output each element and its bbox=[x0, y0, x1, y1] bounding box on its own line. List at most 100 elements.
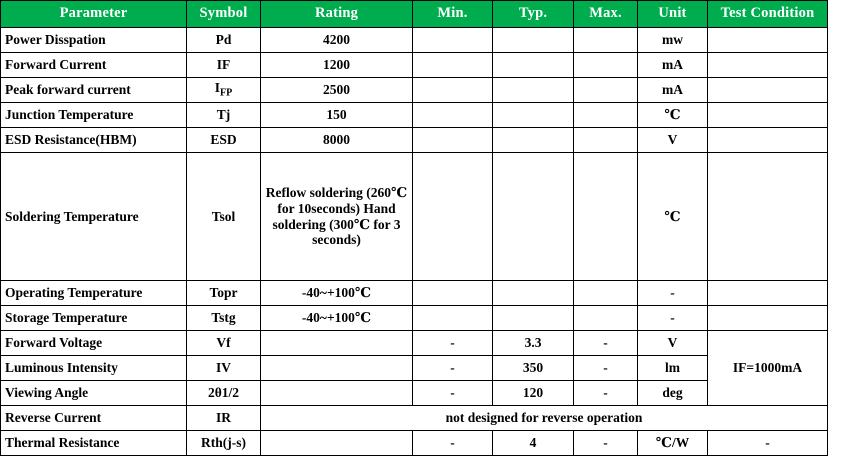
cell-rating bbox=[260, 380, 413, 406]
cell-symbol: Vf bbox=[186, 330, 261, 356]
table-row: Forward Voltage Vf - 3.3 - V IF=1000mA bbox=[0, 330, 828, 406]
cell-max bbox=[573, 152, 638, 281]
cell-test-condition-merged: IF=1000mA bbox=[707, 330, 828, 406]
cell-rating bbox=[260, 330, 413, 356]
symbol-base: I bbox=[214, 80, 221, 96]
cell-rating bbox=[260, 355, 413, 381]
cell-unit: - bbox=[637, 305, 708, 331]
cell-test-condition: - bbox=[707, 430, 828, 456]
cell-symbol: Tstg bbox=[186, 305, 261, 331]
cell-symbol: IF bbox=[186, 52, 261, 78]
cell-symbol: Rth(j-s) bbox=[186, 430, 261, 456]
column-header-parameter: Parameter bbox=[0, 0, 187, 28]
cell-max bbox=[573, 27, 638, 53]
cell-symbol: IV bbox=[186, 355, 261, 381]
cell-rating: Reflow soldering (260℃ for 10seconds) Ha… bbox=[260, 152, 413, 281]
cell-max: - bbox=[573, 355, 638, 381]
cell-min bbox=[412, 102, 493, 128]
cell-test-condition bbox=[707, 27, 828, 53]
cell-parameter: Forward Voltage bbox=[0, 330, 187, 356]
cell-typ bbox=[492, 27, 574, 53]
cell-typ: 3.3 bbox=[492, 330, 574, 356]
table-row: Thermal Resistance Rth(j-s) - 4 - ℃/W - bbox=[0, 430, 828, 456]
cell-symbol: ESD bbox=[186, 127, 261, 153]
cell-max: - bbox=[573, 380, 638, 406]
cell-typ bbox=[492, 52, 574, 78]
cell-min: - bbox=[412, 330, 493, 356]
cell-typ bbox=[492, 127, 574, 153]
cell-unit: mw bbox=[637, 27, 708, 53]
cell-min: - bbox=[412, 430, 493, 456]
cell-symbol: Pd bbox=[186, 27, 261, 53]
cell-min bbox=[412, 305, 493, 331]
cell-min bbox=[412, 77, 493, 103]
cell-typ bbox=[492, 102, 574, 128]
column-header-test-condition: Test Condition bbox=[707, 0, 828, 28]
table-row: Viewing Angle 2θ1/2 - 120 - deg bbox=[0, 380, 828, 406]
cell-min bbox=[412, 152, 493, 281]
cell-merged-note: not designed for reverse operation bbox=[260, 405, 828, 431]
cell-typ: 120 bbox=[492, 380, 574, 406]
specification-table: Parameter Symbol Rating Min. Typ. Max. U… bbox=[0, 0, 828, 456]
table-row: Operating Temperature Topr -40~+100℃ - bbox=[0, 280, 828, 306]
cell-parameter: Soldering Temperature bbox=[0, 152, 187, 281]
cell-parameter: Viewing Angle bbox=[0, 380, 187, 406]
cell-test-condition bbox=[707, 152, 828, 281]
cell-parameter: Forward Current bbox=[0, 52, 187, 78]
cell-max bbox=[573, 280, 638, 306]
table-row: Storage Temperature Tstg -40~+100℃ - bbox=[0, 305, 828, 331]
cell-unit: mA bbox=[637, 77, 708, 103]
table-row: Soldering Temperature Tsol Reflow solder… bbox=[0, 152, 828, 281]
cell-symbol: IFP bbox=[186, 77, 261, 103]
table-row: Peak forward current IFP 2500 mA bbox=[0, 77, 828, 103]
cell-rating: 150 bbox=[260, 102, 413, 128]
cell-test-condition bbox=[707, 102, 828, 128]
cell-max bbox=[573, 77, 638, 103]
cell-typ bbox=[492, 77, 574, 103]
cell-parameter: Thermal Resistance bbox=[0, 430, 187, 456]
cell-unit: deg bbox=[637, 380, 708, 406]
cell-typ bbox=[492, 280, 574, 306]
cell-parameter: Peak forward current bbox=[0, 77, 187, 103]
table-row: Forward Current IF 1200 mA bbox=[0, 52, 828, 78]
cell-min bbox=[412, 280, 493, 306]
cell-typ bbox=[492, 305, 574, 331]
table-body: Power Disspation Pd 4200 mw Forward Curr… bbox=[0, 27, 828, 456]
header-row: Parameter Symbol Rating Min. Typ. Max. U… bbox=[0, 0, 828, 28]
table-row: Reverse Current IR not designed for reve… bbox=[0, 405, 828, 431]
cell-unit: V bbox=[637, 330, 708, 356]
column-header-unit: Unit bbox=[637, 0, 708, 28]
table-row: Junction Temperature Tj 150 ℃ bbox=[0, 102, 828, 128]
cell-symbol: 2θ1/2 bbox=[186, 380, 261, 406]
cell-rating bbox=[260, 430, 413, 456]
cell-unit: ℃/W bbox=[637, 430, 708, 456]
cell-min: - bbox=[412, 355, 493, 381]
cell-rating: -40~+100℃ bbox=[260, 305, 413, 331]
cell-parameter: ESD Resistance(HBM) bbox=[0, 127, 187, 153]
column-header-typ: Typ. bbox=[492, 0, 574, 28]
cell-min: - bbox=[412, 380, 493, 406]
cell-test-condition bbox=[707, 305, 828, 331]
column-header-min: Min. bbox=[412, 0, 493, 28]
table-row: ESD Resistance(HBM) ESD 8000 V bbox=[0, 127, 828, 153]
table-row: Luminous Intensity IV - 350 - lm bbox=[0, 355, 828, 381]
cell-symbol: Topr bbox=[186, 280, 261, 306]
cell-rating: -40~+100℃ bbox=[260, 280, 413, 306]
cell-rating: 4200 bbox=[260, 27, 413, 53]
cell-symbol: Tsol bbox=[186, 152, 261, 281]
cell-typ bbox=[492, 152, 574, 281]
column-header-symbol: Symbol bbox=[186, 0, 261, 28]
cell-parameter: Operating Temperature bbox=[0, 280, 187, 306]
cell-unit: V bbox=[637, 127, 708, 153]
cell-parameter: Storage Temperature bbox=[0, 305, 187, 331]
cell-parameter: Luminous Intensity bbox=[0, 355, 187, 381]
cell-typ: 350 bbox=[492, 355, 574, 381]
cell-min bbox=[412, 27, 493, 53]
rating-line-1: Reflow soldering (260℃ for 10seconds) bbox=[265, 184, 408, 216]
cell-parameter: Power Disspation bbox=[0, 27, 187, 53]
cell-rating: 8000 bbox=[260, 127, 413, 153]
cell-test-condition bbox=[707, 127, 828, 153]
cell-max bbox=[573, 52, 638, 78]
cell-parameter: Reverse Current bbox=[0, 405, 187, 431]
cell-unit: mA bbox=[637, 52, 708, 78]
